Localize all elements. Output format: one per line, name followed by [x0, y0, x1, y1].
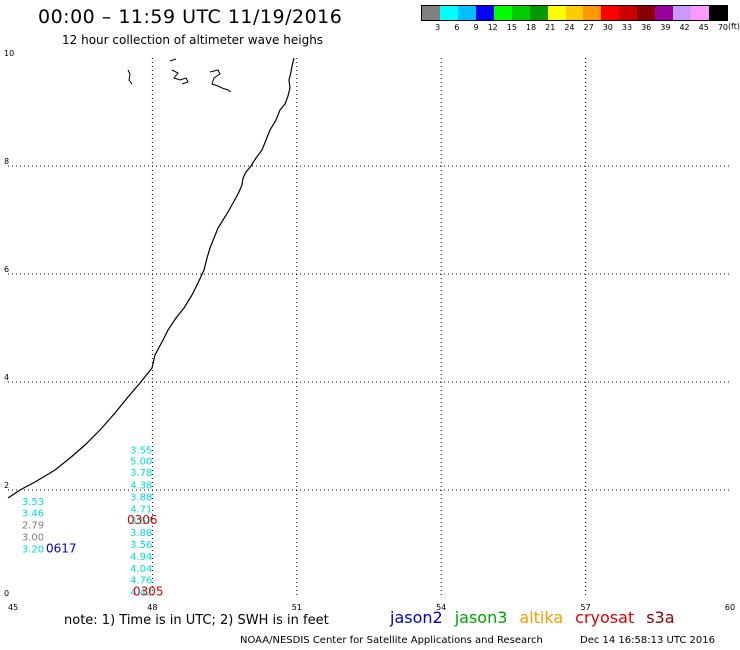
lat-lon-grid [8, 58, 730, 598]
wave-height-color-scale: 3 6 9 12 15 18 21 24 27 30 33 36 39 42 45 70 (ft) [421, 5, 740, 33]
color-scale-swatches [421, 5, 728, 21]
pass-time-label: 0305 [133, 585, 164, 599]
color-scale-label: 30 [602, 23, 613, 32]
map-title: 00:00 – 11:59 UTC 11/19/2016 [38, 6, 343, 28]
color-scale-label: 18 [525, 23, 537, 32]
island-shape [209, 69, 232, 93]
latitude-tick-label: 2 [4, 481, 9, 490]
color-swatch [655, 6, 674, 20]
color-swatch [565, 6, 584, 20]
axis-tick-labels: 45 48 51 54 57 60 0 2 4 6 8 10 [4, 49, 735, 612]
color-scale-label: 6 [454, 23, 460, 32]
wave-height-value: 3.78 [130, 468, 152, 479]
wave-height-value: 2.79 [22, 521, 44, 532]
color-swatch [457, 6, 476, 20]
wave-height-value: 4.04 [130, 564, 152, 575]
color-swatch [511, 6, 530, 20]
color-scale-label: 24 [564, 23, 575, 32]
wave-height-value: 3.53 [22, 497, 44, 508]
color-scale-label: 33 [621, 23, 633, 32]
longitude-tick-label: 48 [147, 603, 157, 612]
wave-height-value: 5.00 [130, 456, 152, 467]
color-scale-label: 42 [679, 23, 690, 32]
pass-time-label: 0306 [127, 513, 158, 527]
color-scale-labels: 3 6 9 12 15 18 21 24 27 30 33 36 39 42 45 70 [421, 23, 728, 32]
longitude-tick-label: 45 [8, 603, 18, 612]
footer-credit: NOAA/NESDIS Center for Satellite Applica… [240, 635, 543, 646]
wave-height-value: 3.67 [130, 516, 152, 527]
island-shape [171, 69, 189, 85]
wave-height-value: 3.88 [130, 492, 152, 503]
color-swatch [547, 6, 566, 20]
latitude-tick-label: 6 [4, 265, 9, 274]
wave-height-value: 4.94 [130, 552, 152, 563]
color-scale-label: 9 [473, 23, 479, 32]
color-scale-unit: (ft) [727, 22, 740, 31]
coastline [7, 57, 295, 499]
wave-height-value: 4.71 [130, 504, 152, 515]
color-scale-label: 21 [545, 23, 556, 32]
satellite-legend-cryosat: cryosat [575, 608, 635, 627]
island-shape [169, 58, 177, 62]
longitude-tick-label: 60 [725, 603, 735, 612]
satellite-legend-jason2: jason2 [390, 608, 443, 627]
color-swatch [691, 6, 709, 20]
color-scale-label: 27 [583, 23, 594, 32]
color-swatch [709, 6, 727, 20]
color-swatch [583, 6, 602, 20]
satellite-legend-altika: altika [519, 608, 564, 627]
latitude-tick-label: 10 [4, 49, 14, 58]
wave-height-value: 3.56 [130, 540, 152, 551]
color-scale-label: 15 [506, 23, 517, 32]
wave-height-value: 3.55 [130, 446, 152, 457]
color-swatch [529, 6, 548, 20]
color-scale-label: 3 [435, 23, 441, 32]
color-swatch [637, 6, 656, 20]
wave-height-value: 4.42 [130, 588, 152, 599]
wave-height-value: 3.20 [22, 544, 44, 555]
latitude-tick-label: 0 [4, 589, 9, 598]
map-subtitle: 12 hour collection of altimeter wave hei… [62, 33, 324, 47]
color-scale-label: 39 [660, 23, 671, 32]
longitude-tick-label: 51 [292, 603, 302, 612]
longitude-tick-label: 57 [581, 603, 591, 612]
satellite-legend: jason2 jason3 altika cryosat s3a [390, 608, 687, 627]
wave-height-value: 4.76 [130, 576, 152, 587]
pass-time-label: 0617 [46, 541, 77, 555]
wave-height-value: 3.00 [22, 532, 44, 543]
color-scale-label: 70 [717, 23, 728, 32]
satellite-legend-s3a: s3a [646, 608, 675, 627]
latitude-tick-label: 4 [4, 373, 9, 382]
color-swatch [422, 6, 440, 20]
color-swatch [475, 6, 494, 20]
color-scale-label: 45 [698, 23, 709, 32]
latitude-tick-label: 8 [4, 157, 9, 166]
color-swatch [619, 6, 638, 20]
color-swatch [493, 6, 512, 20]
color-swatch [673, 6, 692, 20]
longitude-tick-label: 54 [436, 603, 446, 612]
wave-height-value: 3.46 [22, 509, 44, 520]
color-scale-label: 12 [487, 23, 498, 32]
wave-height-value: 3.88 [130, 528, 152, 539]
color-scale-label: 36 [641, 23, 652, 32]
wave-height-readings: 3.555.003.784.383.884.713.673.883.564.94… [22, 446, 153, 599]
footer-note: note: 1) Time is in UTC; 2) SWH is in fe… [64, 613, 329, 628]
satellite-pass-times: 0306 0617 0305 [46, 513, 164, 598]
island-shape [127, 69, 133, 85]
color-swatch [601, 6, 620, 20]
satellite-legend-jason3: jason3 [454, 608, 508, 627]
color-swatch [439, 6, 458, 20]
wave-height-value: 4.38 [130, 481, 152, 492]
footer-timestamp: Dec 14 16:58:13 UTC 2016 [580, 635, 715, 646]
